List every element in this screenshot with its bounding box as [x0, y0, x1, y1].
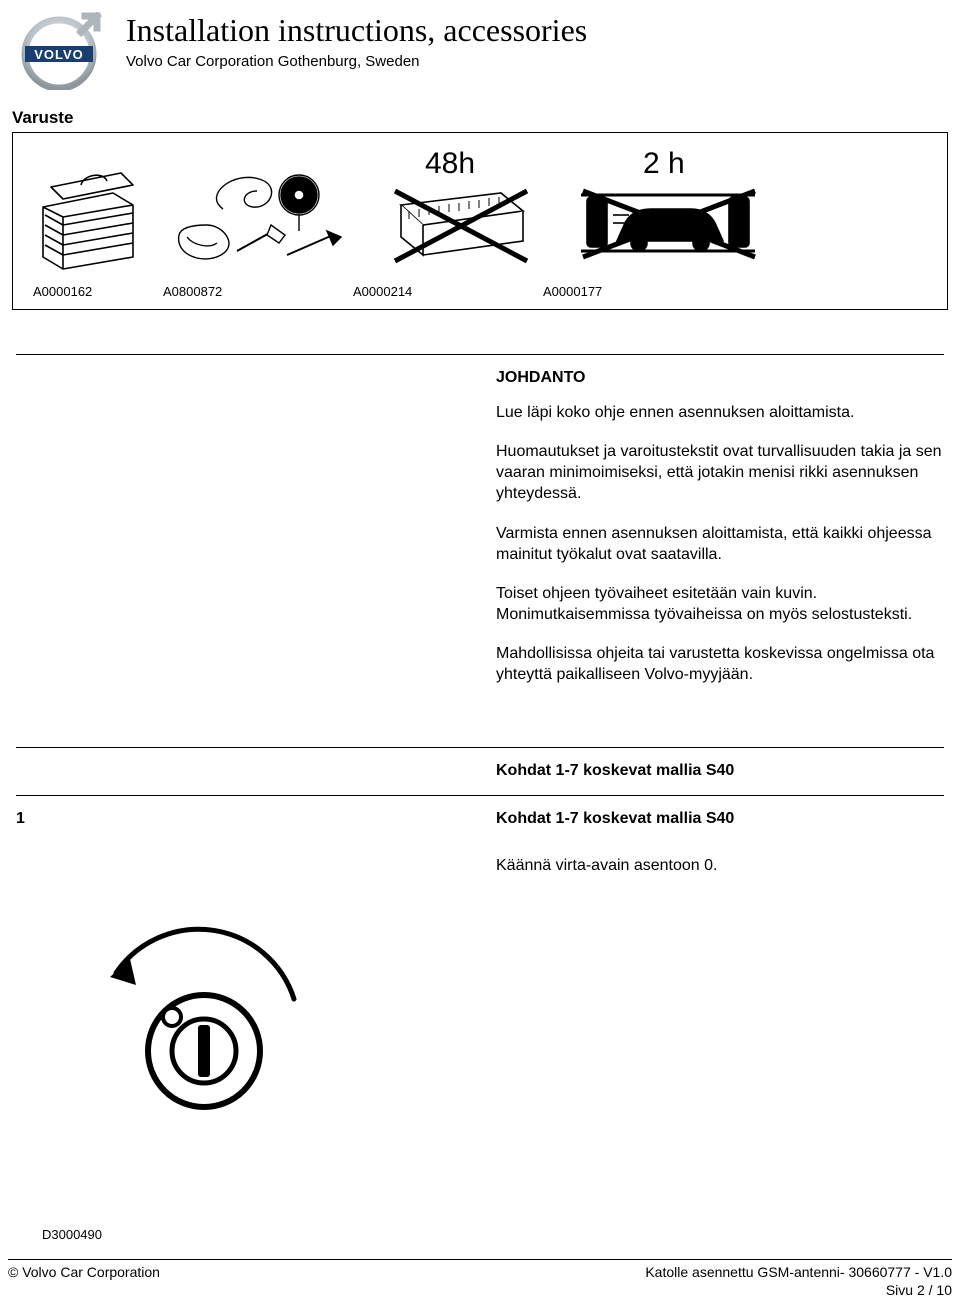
intro-p5: Mahdollisissa ohjeita tai varustetta kos… — [496, 643, 944, 685]
divider — [16, 747, 944, 748]
intro-p3: Varmista ennen asennuksen aloittamista, … — [496, 523, 944, 565]
varuste-label: Varuste — [12, 108, 960, 128]
volvo-logo: VOLVO — [8, 12, 118, 90]
footer-copyright: © Volvo Car Corporation — [8, 1264, 160, 1280]
page-header: VOLVO Installation instructions, accesso… — [0, 0, 960, 90]
footer-page: Sivu 2 / 10 — [886, 1282, 952, 1298]
intro-heading: JOHDANTO — [496, 367, 944, 388]
intro-p4: Toiset ohjeen työvaiheet esitetään vain … — [496, 583, 944, 625]
section-s40-heading: Kohdat 1-7 koskevat mallia S40 — [496, 760, 944, 781]
divider — [16, 354, 944, 355]
footer-doc-id: Katolle asennettu GSM-antenni- 30660777 … — [645, 1264, 952, 1280]
wait-2h-icon: 2 h — [573, 145, 763, 270]
toolbox-icon — [33, 165, 143, 270]
intro-row: JOHDANTO Lue läpi koko ohje ennen asennu… — [16, 367, 944, 703]
wait-48h-icon: 48h — [373, 145, 543, 270]
part-codes-row: A0000162 A0800872 A0000214 A0000177 — [23, 270, 937, 299]
step-number: 1 — [16, 808, 496, 894]
footer-divider — [8, 1259, 952, 1260]
page-title: Installation instructions, accessories — [126, 12, 587, 49]
divider — [16, 795, 944, 796]
svg-text:VOLVO: VOLVO — [34, 47, 84, 62]
intro-p1: Lue läpi koko ohje ennen asennuksen aloi… — [496, 402, 944, 423]
part-code: A0800872 — [163, 284, 323, 299]
section-s40-head-row: Kohdat 1-7 koskevat mallia S40 — [16, 760, 944, 781]
ignition-key-icon — [70, 925, 960, 1120]
step-1-row: 1 Kohdat 1-7 koskevat mallia S40 Käännä … — [16, 808, 944, 894]
step-1-title: Kohdat 1-7 koskevat mallia S40 — [496, 808, 944, 829]
svg-text:48h: 48h — [425, 147, 475, 180]
svg-text:2 h: 2 h — [643, 147, 685, 180]
varuste-box: 48h — [12, 132, 948, 310]
part-code: A0000177 — [543, 284, 643, 299]
cleaning-kit-icon — [173, 165, 343, 270]
page-subtitle: Volvo Car Corporation Gothenburg, Sweden — [126, 53, 587, 70]
step-1-text: Käännä virta-avain asentoon 0. — [496, 855, 944, 876]
part-code: A0000162 — [33, 284, 133, 299]
figure-code: D3000490 — [42, 1227, 102, 1242]
intro-p2: Huomautukset ja varoitustekstit ovat tur… — [496, 441, 944, 504]
part-code: A0000214 — [353, 284, 513, 299]
